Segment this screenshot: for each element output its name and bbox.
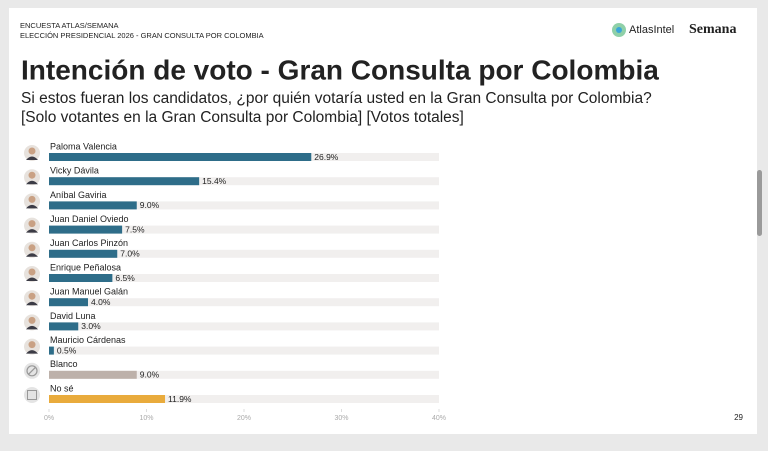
value-label: 9.0% [140,200,160,210]
bar [49,346,54,355]
x-tick-label: 40% [432,415,446,422]
bar [49,249,118,258]
avatar-body [26,350,38,354]
slide-background [9,8,757,434]
category-label: Juan Carlos Pinzón [50,238,128,248]
blank-icon [26,365,38,377]
value-label: 15.4% [202,176,227,186]
bar-track [49,395,439,403]
bar-track [49,298,439,307]
subkicker: ELECCIÓN PRESIDENCIAL 2026 - GRAN CONSUL… [20,31,264,40]
unknown-icon [27,390,37,400]
bar [49,177,200,186]
category-label: Blanco [50,359,78,369]
bar [49,298,88,307]
bar [49,274,113,282]
avatar-head [28,292,36,300]
bar-track [49,201,439,210]
category-label: No sé [50,383,74,393]
category-label: Mauricio Cárdenas [50,335,126,345]
x-tick-label: 0% [44,415,54,422]
avatar-body [26,277,38,281]
category-label: David Luna [50,311,96,321]
bar-track [49,322,439,331]
atlas-logo: AtlasIntel [612,23,674,37]
avatar-body [26,325,38,330]
avatar-body [26,180,38,185]
avatar-body [26,229,38,233]
logo-text: Semana [689,22,736,37]
bar-track [49,274,439,282]
bar [49,201,137,210]
avatar-body [26,204,38,209]
value-label: 11.9% [168,394,192,404]
subtitle: [Solo votantes en la Gran Consulta por C… [21,109,464,126]
bar-track [49,346,439,355]
value-label: 0.5% [57,345,77,355]
avatar-body [26,156,38,160]
avatar-head [28,220,36,228]
logo-text: AtlasIntel [629,24,674,36]
avatar-head [28,195,36,203]
bar [49,225,123,234]
category-label: Vicky Dávila [50,166,99,176]
avatar-head [28,268,36,276]
avatar-head [28,341,36,349]
unknown-icon [24,387,40,403]
category-label: Aníbal Gaviria [50,190,107,200]
bar [49,370,137,379]
bar-track [49,177,439,186]
x-tick-label: 30% [334,415,348,422]
category-label: Paloma Valencia [50,141,117,151]
avatar-head [28,244,36,252]
scrollbar [757,170,762,236]
category-label: Enrique Peñalosa [50,262,121,272]
value-label: 7.0% [120,249,140,259]
value-label: 26.9% [314,152,339,162]
avatar-head [28,171,36,179]
bar-track [49,370,439,379]
category-label: Juan Manuel Galán [50,287,128,297]
page-number: 29 [734,413,743,422]
x-tick-label: 10% [139,415,153,422]
category-label: Juan Daniel Oviedo [50,214,129,224]
subtitle: Si estos fueran los candidatos, ¿por qui… [21,90,652,107]
x-tick-label: 20% [237,415,251,422]
logo-icon [616,27,622,33]
bar [49,153,312,161]
value-label: 3.0% [81,321,101,331]
value-label: 7.5% [125,224,145,234]
avatar-head [28,316,36,324]
value-label: 9.0% [140,370,160,380]
bar-track [49,249,439,258]
kicker: ENCUESTA ATLAS/SEMANA [20,21,119,30]
bar [49,322,79,331]
bar-track [49,225,439,234]
avatar-head [28,147,36,155]
avatar-body [26,253,38,257]
plot: 0% 10% 20% 30% 40% Paloma Valencia 26.9% Vicky … [24,141,446,422]
blank-icon [28,366,36,375]
value-label: 6.5% [115,273,135,283]
chart-title: Intención de voto - Gran Consulta por Co… [21,54,659,85]
bar [49,395,166,403]
avatar-body [26,301,38,306]
value-label: 4.0% [91,297,111,307]
